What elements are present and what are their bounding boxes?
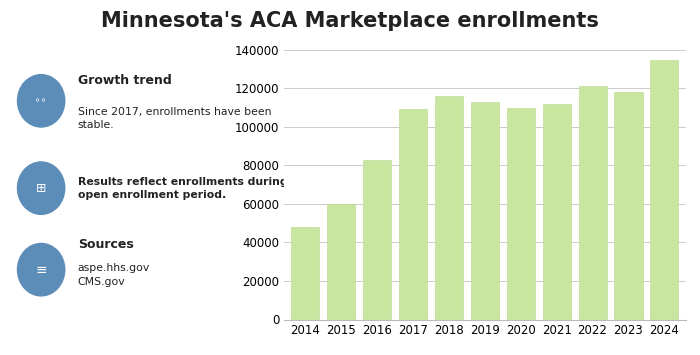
Bar [327,204,355,320]
Bar [435,96,463,320]
Text: Growth trend: Growth trend [78,74,172,87]
Circle shape [18,75,64,127]
Text: health: health [23,297,55,306]
Text: Since 2017, enrollments have been
stable.: Since 2017, enrollments have been stable… [78,107,272,130]
Bar [578,86,607,320]
Bar [291,227,319,320]
Text: Results reflect enrollments during the
open enrollment period.: Results reflect enrollments during the o… [78,176,312,200]
Text: Minnesota's ACA Marketplace enrollments: Minnesota's ACA Marketplace enrollments [101,11,599,31]
Bar [542,104,570,320]
Text: ≡: ≡ [35,263,47,277]
Text: .org: .org [27,326,51,336]
Circle shape [18,162,64,214]
Circle shape [18,244,64,296]
Text: ⊞: ⊞ [36,182,46,195]
Text: insurance: insurance [20,313,58,320]
Bar [615,92,643,320]
Bar [363,159,391,320]
Text: ⚬⚬: ⚬⚬ [34,96,48,105]
Bar [507,109,535,320]
Bar [470,102,499,320]
Text: aspe.hhs.gov
CMS.gov: aspe.hhs.gov CMS.gov [78,263,150,288]
Text: Sources: Sources [78,239,134,251]
Bar [650,60,678,320]
Bar [399,109,427,320]
